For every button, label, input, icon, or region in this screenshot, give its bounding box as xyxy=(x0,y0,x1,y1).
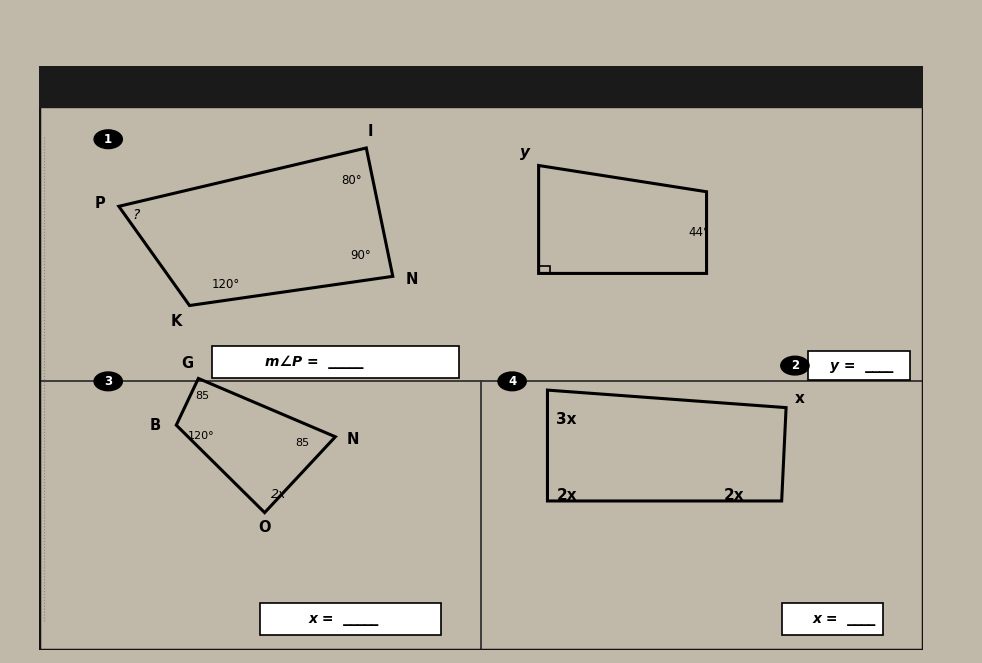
Text: 2x: 2x xyxy=(724,487,745,503)
Text: y =  ____: y = ____ xyxy=(831,359,894,373)
Text: 120°: 120° xyxy=(188,431,214,441)
Text: x =  _____: x = _____ xyxy=(308,612,379,626)
Text: 85: 85 xyxy=(195,391,210,401)
FancyBboxPatch shape xyxy=(212,346,459,379)
Text: N: N xyxy=(347,432,359,448)
Text: P: P xyxy=(95,196,105,211)
Text: I: I xyxy=(368,124,373,139)
Text: G: G xyxy=(182,356,193,371)
FancyBboxPatch shape xyxy=(782,603,883,635)
FancyBboxPatch shape xyxy=(808,351,909,380)
Text: y: y xyxy=(519,145,530,160)
Text: B. Given each quadrilateral, solve for the following. (figures are not drawn to : B. Given each quadrilateral, solve for t… xyxy=(66,87,826,101)
Text: 2: 2 xyxy=(791,359,799,372)
Text: 1: 1 xyxy=(104,133,112,146)
Text: K: K xyxy=(171,314,182,330)
Text: B: B xyxy=(150,418,161,433)
Text: 80°: 80° xyxy=(341,174,361,187)
Text: 3x: 3x xyxy=(556,412,576,427)
Text: 120°: 120° xyxy=(212,278,240,291)
Text: x: x xyxy=(794,391,805,406)
FancyBboxPatch shape xyxy=(260,603,441,635)
Circle shape xyxy=(94,372,123,391)
Bar xyxy=(39,66,923,107)
Text: 4: 4 xyxy=(508,375,517,388)
Text: 44°: 44° xyxy=(689,226,710,239)
Text: 90°: 90° xyxy=(350,249,371,262)
Text: ?: ? xyxy=(132,208,139,222)
Text: m∠P =  _____: m∠P = _____ xyxy=(264,355,363,369)
Text: 85: 85 xyxy=(296,438,309,448)
Text: N: N xyxy=(407,272,418,287)
Circle shape xyxy=(781,356,809,375)
Text: 3: 3 xyxy=(104,375,112,388)
Text: O: O xyxy=(258,520,271,535)
Text: 2x: 2x xyxy=(556,487,577,503)
Text: x =  ____: x = ____ xyxy=(812,612,876,626)
Circle shape xyxy=(94,130,123,149)
Text: 2x: 2x xyxy=(271,488,286,501)
Bar xyxy=(538,266,550,273)
Circle shape xyxy=(498,372,526,391)
